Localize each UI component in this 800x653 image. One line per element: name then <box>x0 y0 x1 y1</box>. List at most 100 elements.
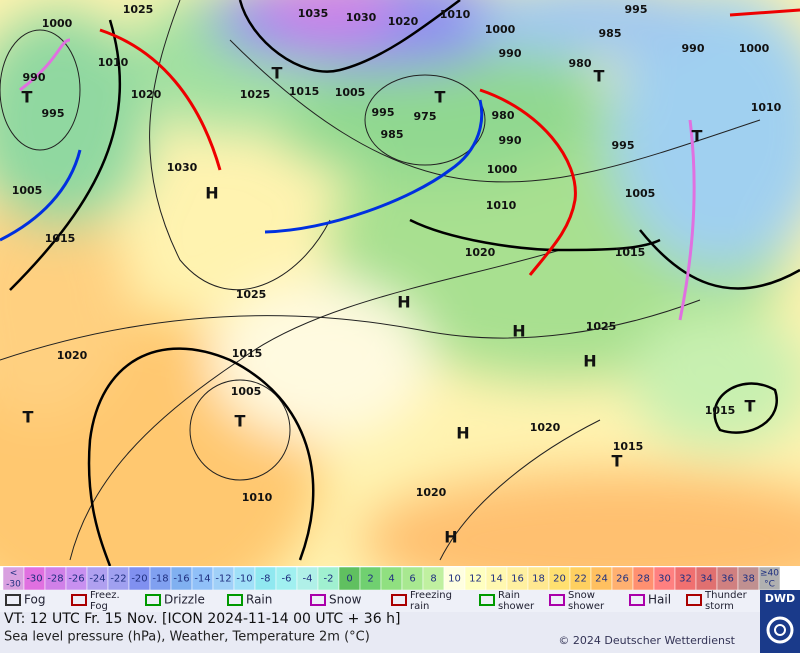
scale-label: 2 <box>367 574 373 585</box>
legend-label: Drizzle <box>164 593 205 607</box>
pressure-label: 995 <box>42 107 65 120</box>
legend-icon <box>5 594 21 606</box>
pressure-label: 1000 <box>485 23 516 36</box>
scale-label: °C <box>764 580 775 590</box>
pressure-label: 1020 <box>131 88 162 101</box>
pressure-label: 995 <box>625 3 648 16</box>
scale-label: -6 <box>282 574 292 585</box>
pressure-label: 1025 <box>236 288 267 301</box>
scale-label: 8 <box>430 574 436 585</box>
copyright: © 2024 Deutscher Wetterdienst <box>558 634 735 647</box>
legend-label: Hail <box>648 593 671 607</box>
pressure-label: 990 <box>499 47 522 60</box>
pressure-label: 1010 <box>98 56 129 69</box>
scale-label: 28 <box>637 574 650 585</box>
pressure-center: H <box>205 184 218 203</box>
logo: DWD <box>765 592 795 605</box>
pressure-center: H <box>397 293 410 312</box>
scale-label: 30 <box>658 574 671 585</box>
pressure-label: 1000 <box>487 163 518 176</box>
legend-label: storm <box>705 601 734 612</box>
scale-label: 26 <box>616 574 629 585</box>
pressure-label: 990 <box>23 71 46 84</box>
scale-label: 32 <box>679 574 692 585</box>
pressure-label: 985 <box>381 128 404 141</box>
pressure-label: 1005 <box>625 187 656 200</box>
pressure-label: 1025 <box>586 320 617 333</box>
pressure-label: 1025 <box>123 3 154 16</box>
scale-label: 4 <box>388 574 394 585</box>
legend-label: shower <box>498 601 535 612</box>
pressure-center: T <box>612 452 623 471</box>
scale-label: -26 <box>68 574 84 585</box>
pressure-label: 1015 <box>613 440 644 453</box>
legend-label: Fog <box>24 593 45 607</box>
scale-label: 0 <box>346 574 352 585</box>
legend-label: Snow <box>568 590 595 601</box>
pressure-label: 1015 <box>615 246 646 259</box>
pressure-label: 1015 <box>45 232 76 245</box>
scale-label: < <box>10 569 18 579</box>
pressure-label: 1005 <box>231 385 262 398</box>
scale-label: 20 <box>553 574 566 585</box>
temperature-scale: <-30 -30 -28 -26 -24 -22 -20 -18 -16 -14 -12 -10 -8-… <box>2 566 781 591</box>
legend-icon <box>549 594 565 606</box>
legend-label: Rain <box>246 593 272 607</box>
scale-label: -12 <box>215 574 231 585</box>
pressure-center: H <box>512 322 525 341</box>
scale-label: -2 <box>324 574 334 585</box>
pressure-label: 1025 <box>240 88 271 101</box>
pressure-label: 1015 <box>289 85 320 98</box>
pressure-label: 1020 <box>465 246 496 259</box>
scale-label: -24 <box>89 574 105 585</box>
scale-label: -8 <box>261 574 271 585</box>
scale-label: 12 <box>469 574 482 585</box>
pressure-center: T <box>594 67 605 86</box>
pressure-label: 990 <box>499 134 522 147</box>
legend-icon <box>686 594 702 606</box>
scale-label: 6 <box>409 574 415 585</box>
scale-label: -30 <box>26 574 42 585</box>
pressure-center: H <box>456 424 469 443</box>
pressure-label: 1005 <box>12 184 43 197</box>
scale-label: -22 <box>110 574 126 585</box>
scale-label: 34 <box>700 574 713 585</box>
scale-label: -28 <box>47 574 63 585</box>
scale-label: 10 <box>448 574 461 585</box>
pressure-label: 1030 <box>346 11 377 24</box>
scale-label: -18 <box>152 574 168 585</box>
pressure-center: T <box>745 397 756 416</box>
pressure-center: T <box>272 64 283 83</box>
scale-label: 36 <box>721 574 734 585</box>
pressure-center: T <box>435 88 446 107</box>
legend-label: Thunder <box>704 590 748 601</box>
pressure-label: 1030 <box>167 161 198 174</box>
legend-label: shower <box>568 601 605 612</box>
pressure-label: 975 <box>414 110 437 123</box>
pressure-label: 1020 <box>388 15 419 28</box>
legend-icon <box>629 594 645 606</box>
legend-icon <box>310 594 326 606</box>
pressure-label: 1020 <box>530 421 561 434</box>
description: Sea level pressure (hPa), Weather, Tempe… <box>4 630 370 645</box>
pressure-label: 1035 <box>298 7 329 20</box>
pressure-label: 980 <box>569 57 592 70</box>
pressure-label: 1000 <box>739 42 770 55</box>
legend-bg <box>0 590 760 612</box>
legend-label: rain <box>410 601 429 612</box>
scale-label: -16 <box>173 574 189 585</box>
legend-icon <box>479 594 495 606</box>
pressure-label: 1010 <box>751 101 782 114</box>
legend-icon <box>391 594 407 606</box>
pressure-label: 1010 <box>440 8 471 21</box>
pressure-label: 985 <box>599 27 622 40</box>
pressure-label: 990 <box>682 42 705 55</box>
legend-label: Freez. <box>90 590 120 601</box>
scale-label: -4 <box>303 574 313 585</box>
scale-label: 22 <box>574 574 587 585</box>
legend-label: Fog <box>90 601 108 612</box>
pressure-label: 1010 <box>242 491 273 504</box>
pressure-label: 995 <box>372 106 395 119</box>
pressure-center: T <box>692 127 703 146</box>
legend-icon <box>71 594 87 606</box>
